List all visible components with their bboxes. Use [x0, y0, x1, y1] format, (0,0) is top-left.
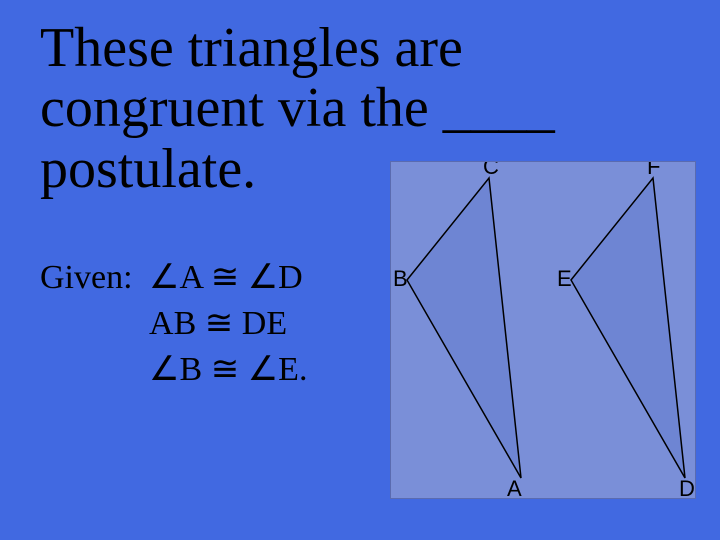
given-line-3: ∠B ≅ ∠E.: [149, 347, 307, 393]
vertex-label-E: E: [557, 266, 572, 291]
vertex-label-D: D: [679, 476, 695, 498]
given-label: Given:: [40, 255, 133, 301]
triangle-svg: A B C D E F: [391, 162, 695, 498]
given-line-1: ∠A ≅ ∠D: [149, 255, 307, 301]
vertex-label-A: A: [507, 476, 522, 498]
vertex-label-C: C: [483, 162, 499, 179]
given-lines: ∠A ≅ ∠D AB ≅ DE ∠B ≅ ∠E.: [149, 255, 307, 393]
vertex-label-B: B: [393, 266, 408, 291]
given-block: Given: ∠A ≅ ∠D AB ≅ DE ∠B ≅ ∠E.: [40, 255, 307, 393]
vertex-label-F: F: [647, 162, 660, 179]
triangle: [407, 178, 521, 478]
triangle: [571, 178, 685, 478]
given-line-2: AB ≅ DE: [149, 301, 307, 347]
triangle-diagram: A B C D E F: [390, 161, 696, 499]
